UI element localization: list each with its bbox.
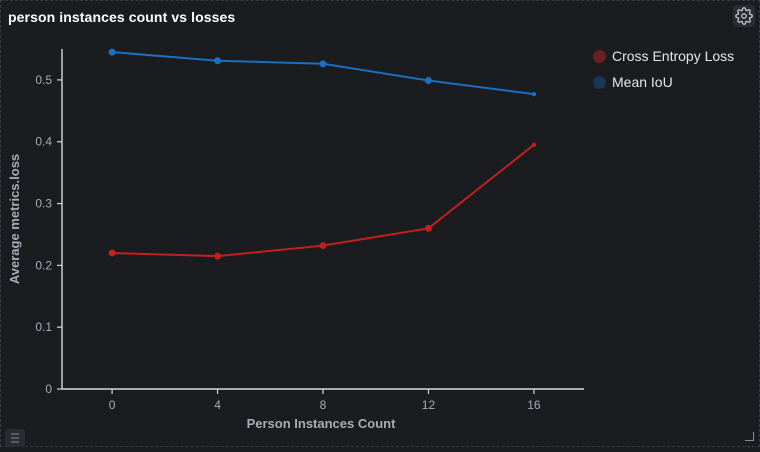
x-tick-label: 12 xyxy=(422,398,436,412)
y-tick-label: 0.4 xyxy=(35,135,52,149)
line-chart: 0 0.1 0.2 0.3 0.4 0.5 0 4 8 12 16 Person Instances… xyxy=(7,48,584,431)
legend-swatch-cross-entropy xyxy=(593,49,606,63)
panel-title: person instances count vs losses xyxy=(8,9,236,25)
legend: Cross Entropy Loss Mean IoU xyxy=(593,43,734,95)
x-axis-label: Person Instances Count xyxy=(247,416,396,431)
y-tick-label: 0.5 xyxy=(35,73,52,87)
data-point-cross-entropy-loss xyxy=(531,142,537,148)
legend-label-mean-iou: Mean IoU xyxy=(612,74,673,90)
legend-label-cross-entropy: Cross Entropy Loss xyxy=(612,48,735,64)
y-tick-label: 0.1 xyxy=(35,320,52,334)
list-icon[interactable] xyxy=(5,429,25,447)
y-axis-label: Average metrics.loss xyxy=(7,154,22,284)
data-point-mean-iou xyxy=(214,57,222,65)
y-tick-label: 0.2 xyxy=(35,258,52,272)
data-point-mean-iou xyxy=(424,77,432,85)
data-point-cross-entropy-loss xyxy=(319,242,327,250)
resize-handle-icon[interactable] xyxy=(745,432,754,441)
data-point-cross-entropy-loss xyxy=(424,224,432,232)
data-point-mean-iou xyxy=(108,48,116,56)
gear-icon[interactable] xyxy=(733,5,755,27)
y-tick-label: 0.3 xyxy=(35,197,52,211)
series-line-cross-entropy-loss xyxy=(112,144,535,258)
data-point-cross-entropy-loss xyxy=(214,252,222,260)
legend-item-cross-entropy[interactable]: Cross Entropy Loss xyxy=(593,43,734,69)
data-point-cross-entropy-loss xyxy=(108,249,116,257)
x-tick-label: 0 xyxy=(109,398,116,412)
data-point-mean-iou xyxy=(319,60,327,68)
series-line-mean-iou xyxy=(112,51,535,96)
x-tick-label: 16 xyxy=(527,398,541,412)
data-point-mean-iou xyxy=(531,91,537,97)
legend-swatch-mean-iou xyxy=(593,75,606,89)
y-tick-label: 0 xyxy=(45,382,52,396)
x-tick-label: 8 xyxy=(320,398,327,412)
legend-item-mean-iou[interactable]: Mean IoU xyxy=(593,69,734,95)
x-tick-label: 4 xyxy=(214,398,221,412)
